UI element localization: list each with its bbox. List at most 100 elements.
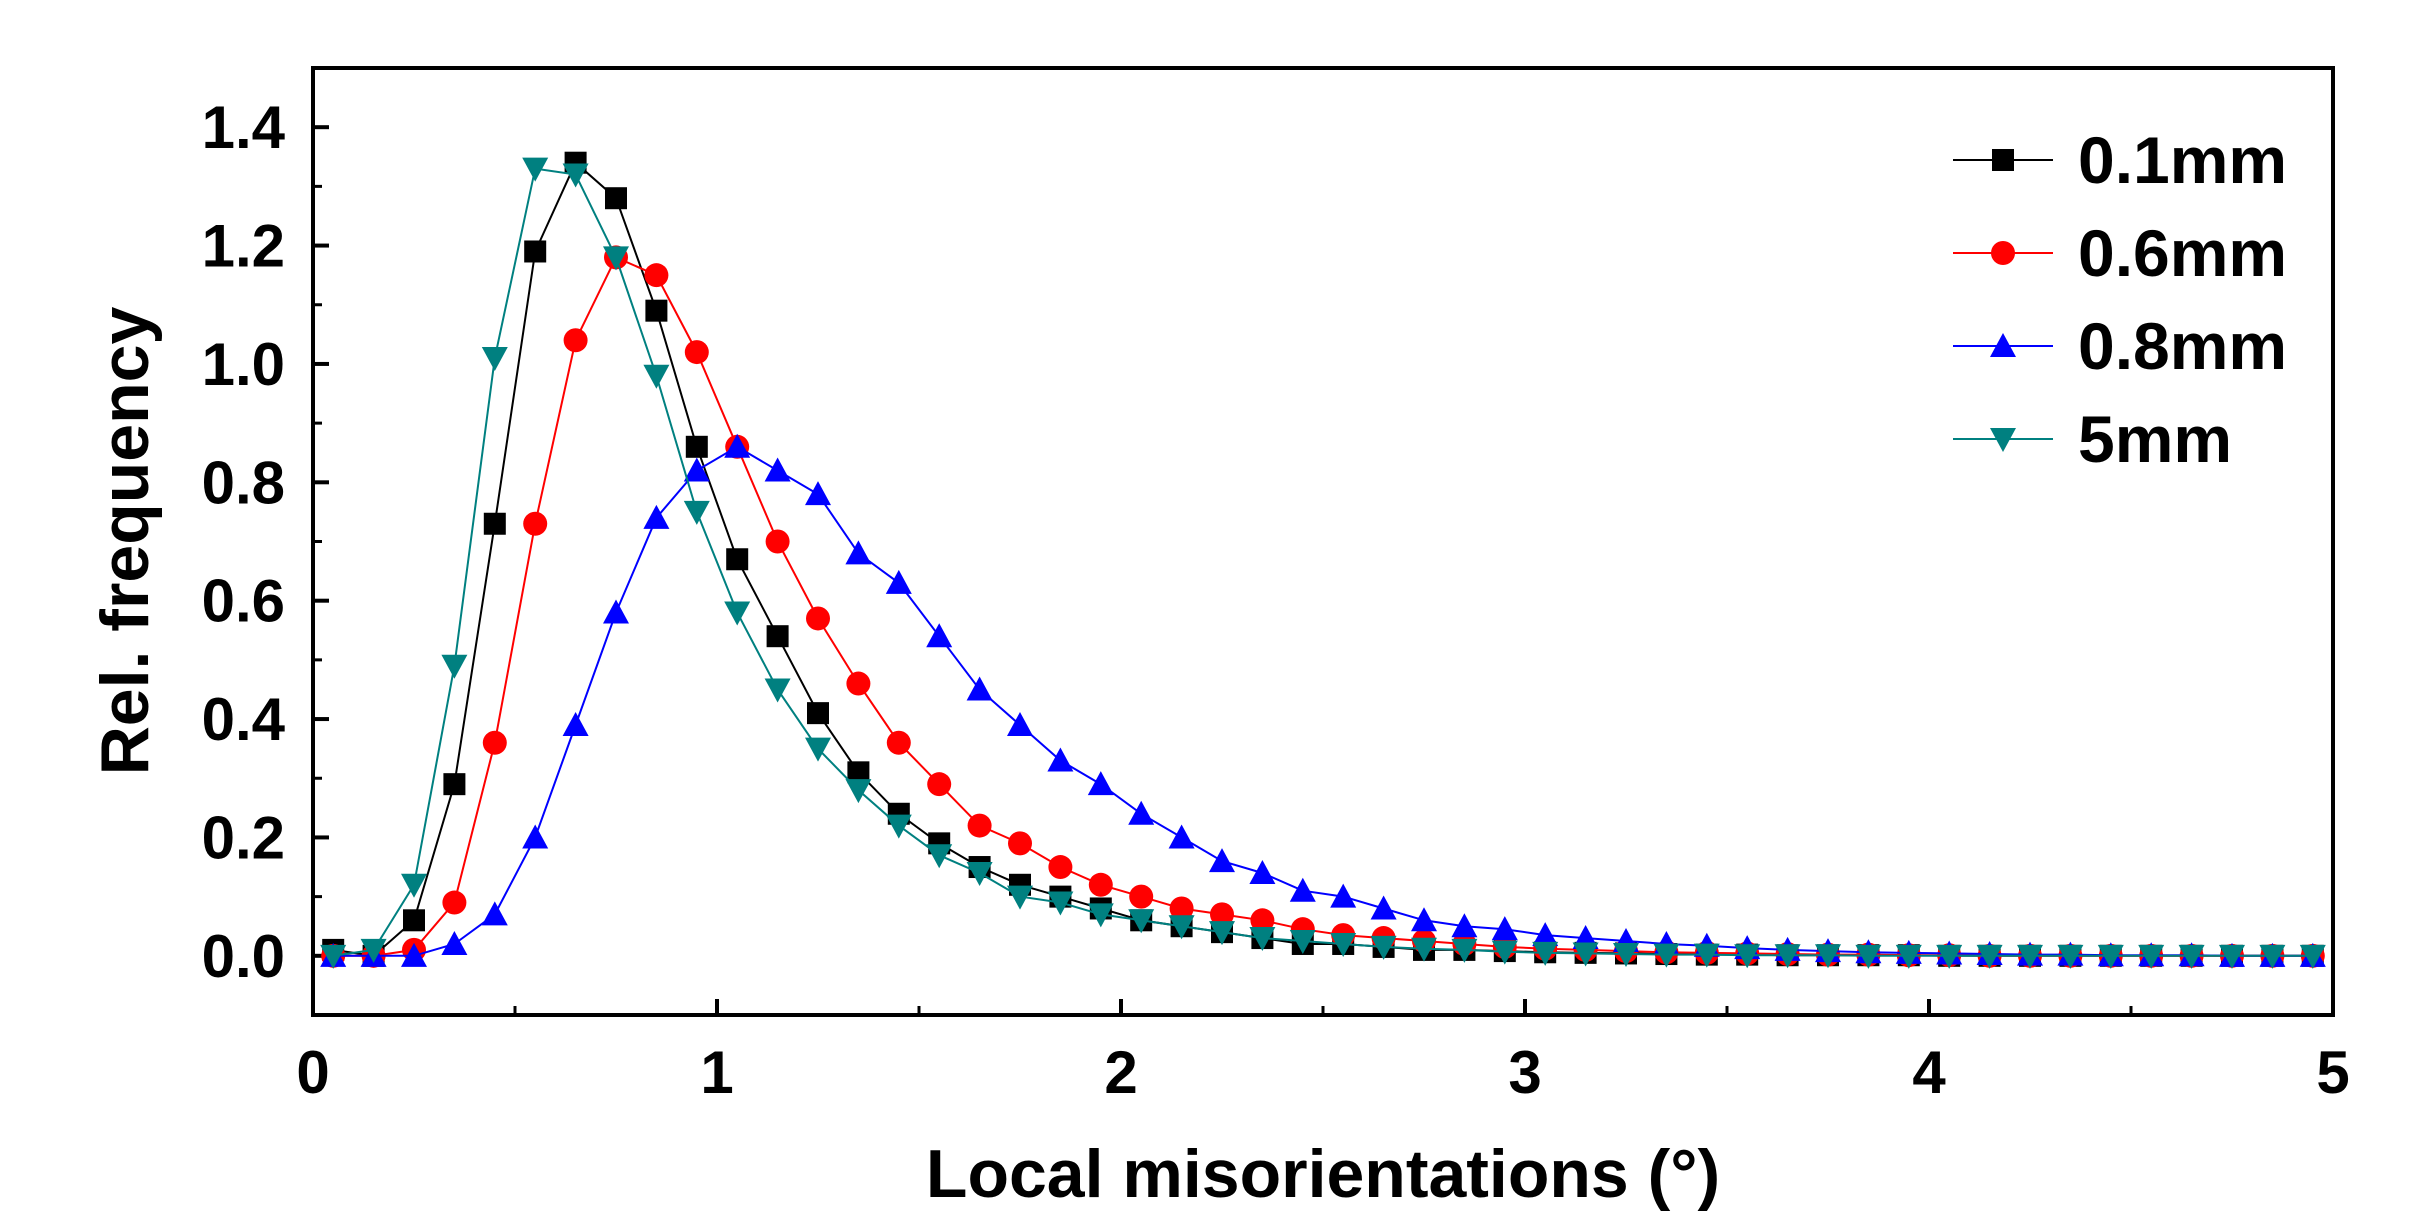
y-tick-label: 1.2 — [202, 213, 285, 280]
data-point — [562, 163, 589, 188]
data-point — [522, 824, 549, 849]
data-point — [1855, 944, 1882, 969]
data-point — [1249, 859, 1276, 884]
data-point — [1936, 944, 1963, 969]
data-point — [1330, 883, 1357, 908]
data-point — [885, 814, 912, 839]
legend-label: 0.6mm — [2078, 216, 2287, 290]
data-point — [966, 861, 993, 886]
data-point — [806, 606, 830, 631]
data-point — [846, 671, 871, 696]
y-tick-label: 1.4 — [202, 94, 286, 161]
data-point — [2299, 944, 2326, 969]
data-point — [644, 263, 669, 288]
data-point — [1250, 908, 1275, 933]
data-point — [483, 512, 506, 535]
data-point — [1289, 877, 1316, 902]
data-point — [1411, 937, 1437, 962]
data-point — [2097, 944, 2124, 969]
legend-marker — [1990, 428, 2016, 452]
data-point — [1087, 771, 1114, 796]
data-point — [764, 678, 791, 703]
data-point — [726, 548, 749, 571]
data-point — [1653, 943, 1680, 968]
data-point — [2017, 944, 2043, 969]
data-point — [766, 625, 789, 648]
plot-frame — [311, 66, 2335, 1017]
data-point — [562, 711, 589, 736]
data-point — [926, 844, 953, 869]
data-point — [442, 890, 467, 915]
legend: 0.1mm 0.6mm 0.8mm 5mm — [1953, 123, 2287, 476]
series-0.6mm — [321, 245, 2325, 968]
x-tick-label: 0 — [296, 1039, 329, 1106]
data-point — [401, 942, 427, 967]
data-point — [1249, 927, 1276, 952]
y-tick-label: 0.8 — [202, 449, 285, 516]
data-point — [1128, 909, 1155, 934]
legend-item: 0.1mm — [1953, 123, 2287, 197]
data-point — [885, 569, 912, 594]
x-tick-label: 4 — [1912, 1039, 1946, 1106]
data-point — [1128, 800, 1155, 825]
data-point — [805, 737, 831, 762]
data-point — [482, 730, 507, 755]
data-point — [603, 599, 629, 624]
data-point — [1491, 940, 1518, 965]
data-point — [1774, 944, 1801, 969]
data-point — [1532, 941, 1559, 966]
data-point — [807, 702, 829, 725]
data-point — [1451, 938, 1478, 963]
data-point — [764, 457, 791, 482]
data-point — [724, 601, 751, 626]
x-tick-label: 1 — [700, 1039, 733, 1106]
data-point — [1168, 915, 1195, 940]
y-tick-label: 0.0 — [202, 923, 285, 990]
data-point — [847, 761, 870, 784]
data-point — [684, 340, 709, 365]
series-0.8mm — [320, 433, 2326, 967]
data-point — [643, 504, 670, 529]
y-tick-label: 0.4 — [202, 686, 286, 753]
data-point — [2138, 944, 2165, 969]
series-line — [333, 256, 2313, 957]
x-tick-label: 2 — [1104, 1039, 1137, 1106]
data-point — [1168, 824, 1195, 849]
data-point — [845, 540, 872, 565]
data-point — [1129, 884, 1154, 909]
data-point — [320, 944, 347, 969]
data-point — [724, 433, 751, 458]
data-point — [1976, 944, 2003, 969]
data-point — [1491, 916, 1518, 941]
data-point — [2057, 944, 2084, 969]
data-point — [1210, 902, 1234, 927]
data-point — [805, 481, 831, 506]
data-point — [1572, 942, 1599, 967]
data-point — [563, 328, 588, 353]
data-point — [481, 901, 508, 926]
data-point — [1007, 711, 1033, 736]
legend-label: 0.8mm — [2078, 309, 2287, 383]
data-point — [1087, 903, 1114, 928]
data-point — [1734, 944, 1761, 969]
data-point — [524, 240, 547, 263]
data-point — [1088, 872, 1113, 897]
series-line — [333, 161, 2313, 957]
data-point — [1048, 855, 1073, 880]
series-line — [333, 167, 2313, 957]
data-point — [1209, 921, 1235, 946]
data-point — [2259, 944, 2286, 969]
data-point — [443, 773, 466, 796]
legend-marker — [1990, 333, 2016, 357]
data-point — [1007, 885, 1033, 910]
data-point — [1370, 895, 1397, 920]
data-point — [1047, 747, 1074, 772]
data-point — [765, 529, 790, 554]
data-point — [1693, 943, 1720, 968]
legend-label: 0.1mm — [2078, 123, 2287, 197]
y-axis-title: Rel. frequency — [87, 307, 163, 776]
data-point — [1008, 831, 1032, 856]
data-point — [2178, 944, 2205, 969]
y-axis-ticks: 0.0 0.2 0.4 0.6 0.8 1.0 1.2 1.4 — [202, 66, 329, 1017]
legend-marker — [1991, 241, 2015, 265]
